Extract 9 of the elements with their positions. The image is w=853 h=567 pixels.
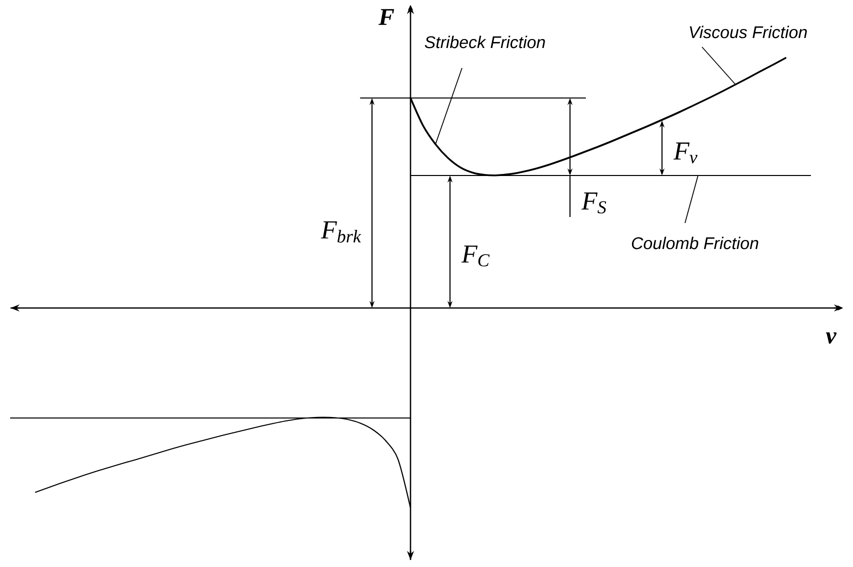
y-axis-title: F <box>378 9 394 25</box>
text: Viscous Friction <box>690 26 807 38</box>
annotation: Coulomb Friction <box>632 236 758 250</box>
annotation: F$_{v}$ <box>673 142 698 164</box>
annotation: F$_{brk}$ <box>320 221 362 243</box>
annotation: F$_{S}$ <box>581 192 606 214</box>
text: Stribeck Friction <box>424 36 545 48</box>
annotation: F$_{C}$ <box>461 246 490 266</box>
x-axis-title: v <box>826 332 837 344</box>
